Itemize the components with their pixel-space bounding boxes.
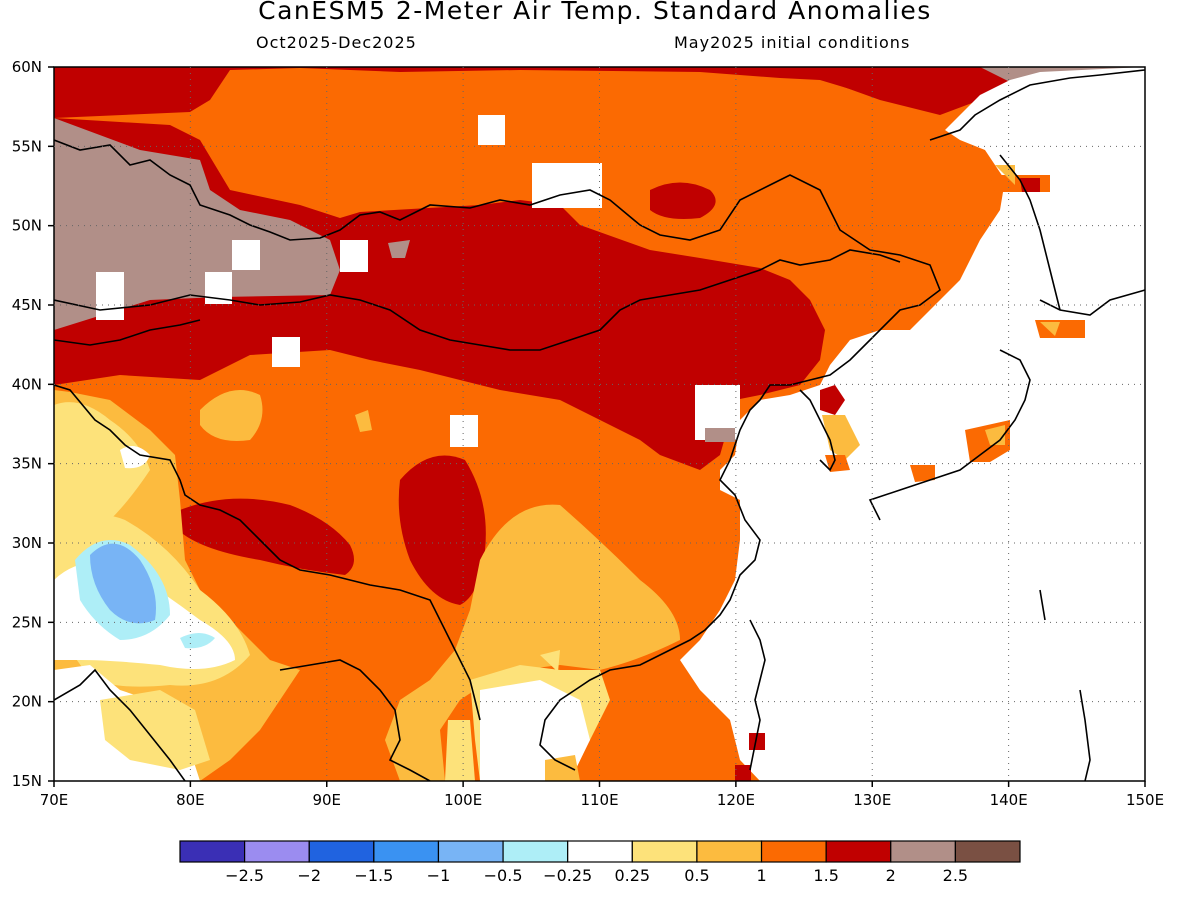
colorbar-swatch: [373, 840, 440, 863]
region-northeast-strong: [820, 67, 1145, 115]
masked-cell: [272, 337, 300, 367]
colorbar-swatch: [696, 840, 763, 863]
forecast-period: Oct2025-Dec2025: [256, 33, 417, 52]
colorbar-label: 2: [886, 866, 896, 885]
region-taiwan-strong-2: [735, 765, 751, 781]
colorbar-swatch: [954, 840, 1021, 863]
longitude-label: 150E: [1126, 791, 1164, 809]
region-south-china-moderate: [385, 504, 680, 781]
colorbar-label: 0.25: [614, 866, 650, 885]
anomaly-field: [54, 67, 1145, 781]
coastlines: [54, 69, 1145, 781]
latitude-label: 60N: [12, 58, 42, 76]
colorbar-label: −2: [297, 866, 321, 885]
longitude-label: 110E: [580, 791, 618, 809]
region-central-asia-strong: [54, 118, 825, 470]
region-ocean-neutral: [680, 67, 1145, 781]
latitude-label: 45N: [12, 296, 42, 314]
latitude-label: 20N: [12, 693, 42, 711]
region-sakhalin-above: [990, 175, 1050, 192]
region-japan-south: [910, 465, 935, 482]
region-korea-strong: [820, 385, 845, 415]
longitude-label: 90E: [312, 791, 341, 809]
colorbar-label: 1.5: [813, 866, 838, 885]
colorbar-label: 1: [756, 866, 766, 885]
region-hokkaido-moderate: [1040, 322, 1060, 336]
colorbar-label: −2.5: [225, 866, 264, 885]
longitude-label: 120E: [717, 791, 755, 809]
colorbar-swatch: [308, 840, 375, 863]
colorbar-swatch: [631, 840, 698, 863]
colorbar-label: −0.5: [484, 866, 523, 885]
initial-conditions: May2025 initial conditions: [674, 33, 911, 52]
longitude-label: 140E: [990, 791, 1028, 809]
region-kashmir-neutral: [120, 446, 150, 469]
colorbar-swatch: [760, 840, 827, 863]
colorbar-swatch: [825, 840, 892, 863]
region-tarim-moderate: [200, 390, 263, 441]
colorbar-swatch: [502, 840, 569, 863]
region-india-below: [90, 543, 156, 624]
masked-cell: [450, 415, 478, 447]
colorbar-label: −1.5: [354, 866, 393, 885]
region-kazakhstan-very-strong: [54, 118, 340, 330]
region-sakhalin-moderate: [995, 165, 1015, 185]
colorbar-label: 2.5: [943, 866, 968, 885]
longitude-label: 70E: [40, 791, 69, 809]
longitude-labels: 70E 80E 90E 100E 110E 120E 130E 140E 150E: [40, 781, 1164, 809]
region-vietnam-moderate: [545, 755, 580, 781]
region-india-south-slight: [100, 690, 210, 770]
longitude-label: 100E: [444, 791, 482, 809]
latitude-label: 55N: [12, 137, 42, 155]
colorbar-label: −0.25: [543, 866, 592, 885]
longitude-label: 80E: [176, 791, 205, 809]
masked-cell-very-strong: [705, 428, 735, 442]
latitude-label: 30N: [12, 534, 42, 552]
colorbar: −2.5 −2 −1.5 −1 −0.5 −0.25 0.25 0.5 1 1.5 2 2.5: [179, 840, 1021, 885]
colorbar-label: 0.5: [684, 866, 709, 885]
latitude-label: 50N: [12, 217, 42, 235]
latitude-label: 15N: [12, 772, 42, 790]
gridlines: [54, 67, 1145, 781]
longitude-label: 130E: [853, 791, 891, 809]
masked-cell: [340, 240, 368, 272]
region-spot-moderate: [355, 410, 372, 432]
colorbar-swatch: [244, 840, 310, 863]
colorbar-swatch: [179, 840, 246, 863]
region-siberia-strong: [650, 182, 716, 219]
colorbar-swatch: [437, 840, 504, 863]
latitude-label: 35N: [12, 455, 42, 473]
colorbar-swatch: [567, 840, 633, 863]
region-small-very-strong: [388, 240, 410, 258]
map-title: CanESM5 2-Meter Air Temp. Standard Anoma…: [258, 0, 932, 25]
region-india-below-spot: [180, 633, 215, 649]
region-indochina-neutral: [480, 680, 590, 781]
region-spot-slight: [540, 650, 560, 672]
region-taiwan-strong: [749, 733, 765, 750]
region-yunnan-strong: [398, 455, 486, 605]
region-tibet-strong: [178, 498, 354, 575]
masked-cell: [96, 272, 124, 320]
colorbar-label: −1: [427, 866, 451, 885]
masked-cell: [232, 240, 260, 270]
colorbar-swatch: [890, 840, 956, 863]
latitude-label: 25N: [12, 613, 42, 631]
latitude-labels: 60N 55N 50N 45N 40N 35N 30N 25N 20N 15N: [12, 58, 54, 790]
latitude-label: 40N: [12, 375, 42, 393]
region-myanmar-slight: [445, 720, 475, 781]
masked-cell: [478, 115, 505, 145]
